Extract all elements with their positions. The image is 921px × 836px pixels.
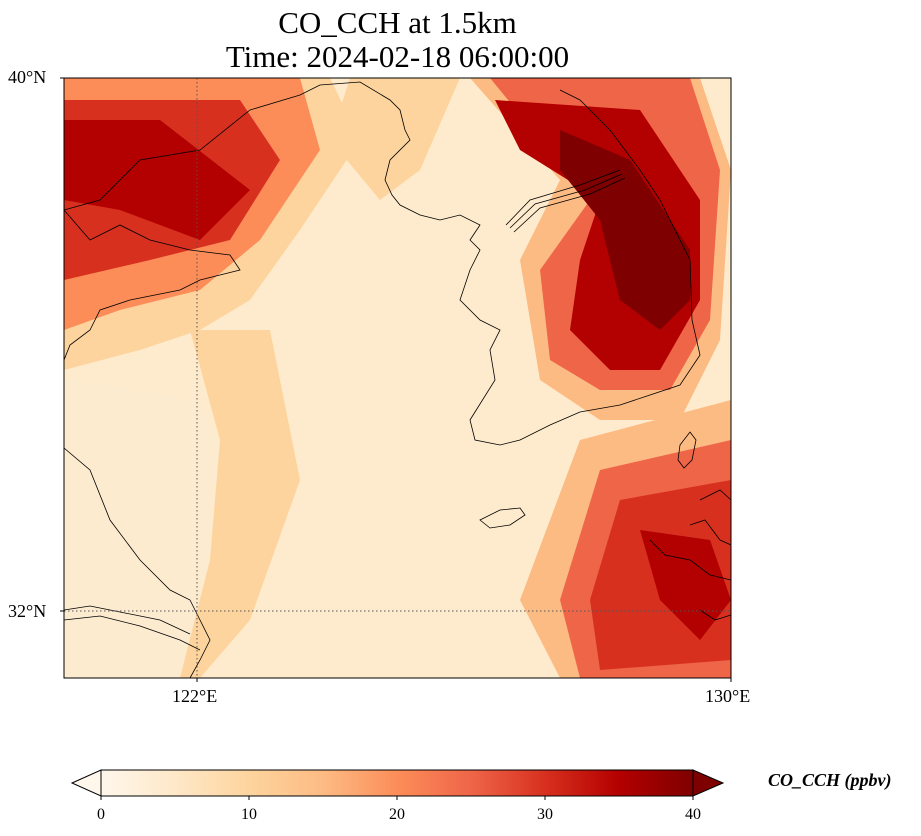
coastline-yalu-estuary: [505, 169, 626, 233]
axis-ticks: [60, 77, 732, 682]
colorbar: [70, 769, 725, 800]
lon-label-122e: 122°E: [172, 686, 218, 706]
coastline-jeju: [479, 507, 526, 529]
coastline-yangtze-south: [64, 615, 201, 651]
gridlines: [64, 78, 731, 678]
plume-southeast-core: [640, 530, 731, 640]
coastline-shandong: [64, 209, 241, 361]
map-frame: [63, 77, 732, 679]
concentration-field: [64, 78, 731, 678]
lat-label-40n: 40°N: [8, 67, 47, 87]
coastline-tsushima: [677, 431, 697, 469]
plume-northwest-core: [64, 120, 250, 240]
map-title-line-1: CO_CCH at 1.5km: [278, 5, 517, 40]
colorbar-extend-high: [692, 769, 725, 797]
coastlines: [64, 81, 731, 678]
colorbar-title: CO_CCH (ppbv): [768, 770, 892, 790]
colorbar-ticks: [100, 796, 694, 800]
colorbar-gradient: [101, 770, 693, 796]
coastline-jiangsu: [64, 447, 211, 678]
coastline-yangtze-north: [64, 605, 191, 635]
lat-label-32n: 32°N: [8, 601, 47, 621]
colorbar-label-0: 0: [97, 806, 105, 823]
colorbar-extend-low: [70, 769, 102, 797]
coastline-kyushu: [649, 489, 731, 621]
plume-north-strip: [330, 78, 460, 200]
plume-southwest-band: [180, 330, 300, 678]
colorbar-label-20: 20: [389, 806, 405, 823]
colorbar-label-40: 40: [685, 806, 701, 823]
colorbar-label-30: 30: [537, 806, 553, 823]
coastline-korea-north-china: [64, 81, 701, 446]
lon-label-130e: 130°E: [705, 686, 751, 706]
map-title-line-2: Time: 2024-02-18 06:00:00: [225, 39, 570, 74]
colorbar-label-10: 10: [241, 806, 257, 823]
